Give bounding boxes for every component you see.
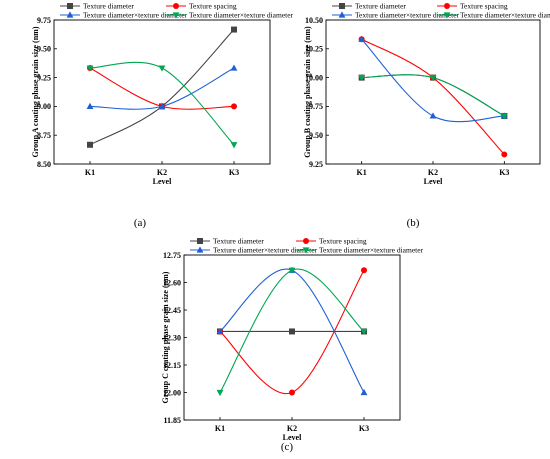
legend-label: Texture spacing	[319, 237, 367, 246]
x-tick-label: K2	[287, 424, 297, 433]
legend-marker	[172, 12, 180, 19]
data-point	[288, 267, 296, 274]
x-tick-label: K3	[359, 424, 369, 433]
chart-panel-2: 9.25 9.50 9.75 10.00 10.25 10.50 K1 K2 K3 Level Gr…	[303, 2, 550, 229]
data-point	[86, 65, 94, 72]
data-point	[500, 113, 508, 120]
y-tick-label: 10.50	[305, 16, 323, 25]
x-axis-title: Level	[424, 177, 443, 186]
panel-label: (a)	[134, 217, 147, 229]
y-axis-title: Group A coating phase grain size (nm)	[31, 26, 40, 157]
data-point	[230, 142, 238, 149]
y-tick-label: 9.25	[37, 73, 51, 82]
y-tick-label: 12.45	[163, 306, 181, 315]
legend-marker	[173, 3, 179, 9]
y-axis-title: Group C coating phase grain size (nm)	[161, 271, 170, 403]
data-point	[429, 75, 437, 82]
data-point	[158, 102, 166, 109]
y-tick-label: 9.50	[37, 45, 51, 54]
y-tick-label: 9.75	[309, 102, 323, 111]
legend-label: Texture diameter×texture diameter	[83, 11, 188, 20]
x-tick-label: K2	[428, 168, 438, 177]
y-tick-label: 12.00	[163, 388, 181, 397]
y-tick-label: 9.25	[309, 160, 323, 169]
legend-label: Texture diameter×texture diameter	[355, 11, 460, 20]
legend-marker	[196, 246, 204, 253]
y-tick-label: 9.75	[37, 16, 51, 25]
legend-marker	[338, 11, 346, 18]
data-point	[289, 328, 295, 335]
legend-label: Texture diameter×texture diameter	[319, 246, 424, 255]
data-point	[360, 388, 368, 396]
x-tick-label: K1	[357, 168, 367, 177]
chart-panel-1: 8.50 8.75 9.00 9.25 9.50 9.75 K1 K2 K3 Level Group…	[31, 2, 294, 229]
legend-label: Texture spacing	[460, 2, 508, 11]
y-tick-label: 12.75	[163, 251, 181, 260]
x-tick-label: K3	[229, 168, 239, 177]
panel-label: (c)	[281, 441, 294, 453]
series-line	[89, 29, 235, 146]
data-point	[231, 103, 237, 110]
data-point	[158, 65, 166, 72]
legend-marker	[302, 247, 310, 254]
y-tick-label: 10.25	[305, 45, 323, 54]
legend-label: Texture diameter	[83, 2, 134, 11]
data-point	[230, 64, 238, 71]
legend-label: Texture diameter×texture diameter	[213, 246, 318, 255]
y-tick-label: 8.50	[37, 160, 51, 169]
data-point	[429, 112, 437, 119]
x-tick-label: K1	[85, 168, 95, 177]
legend-marker	[66, 11, 74, 18]
legend-label: Texture diameter	[355, 2, 406, 11]
data-point	[358, 35, 366, 42]
y-tick-label: 8.75	[37, 131, 51, 140]
plot-frame	[53, 19, 271, 165]
legend-marker	[303, 238, 309, 244]
y-tick-label: 10.00	[305, 73, 323, 82]
y-tick-label: 12.60	[163, 278, 181, 287]
data-point	[501, 151, 508, 158]
legend-marker	[443, 12, 451, 19]
legend-marker	[67, 3, 73, 9]
data-point	[87, 141, 93, 148]
legend-marker	[197, 238, 203, 244]
legend-marker	[339, 3, 345, 9]
data-point	[231, 26, 237, 33]
y-tick-label: 9.50	[309, 131, 323, 140]
legend-label: Texture diameter×texture diameter	[189, 11, 294, 20]
chart-panel-3: 11.85 12.00 12.15 12.30 12.45 12.60 12.75 K1 K2 K…	[161, 237, 424, 453]
x-axis-title: Level	[283, 433, 302, 442]
y-tick-label: 9.00	[37, 102, 51, 111]
legend-label: Texture spacing	[189, 2, 237, 11]
data-point	[86, 102, 94, 109]
panel-label: (b)	[407, 217, 420, 229]
series-line	[361, 38, 505, 155]
data-point	[289, 389, 295, 396]
data-point	[216, 389, 224, 397]
y-tick-label: 12.15	[163, 361, 181, 370]
y-axis-title: Group B coating phase grain size (nm)	[303, 26, 312, 158]
x-tick-label: K1	[215, 424, 225, 433]
x-tick-label: K2	[157, 168, 167, 177]
plot-frame	[325, 19, 541, 165]
y-tick-label: 12.30	[163, 333, 181, 342]
legend-label: Texture diameter	[213, 237, 264, 246]
x-axis-title: Level	[153, 177, 172, 186]
legend-label: Texture diameter×texture diameter	[460, 11, 550, 20]
y-tick-label: 11.85	[163, 416, 181, 425]
data-point	[358, 75, 366, 82]
legend-marker	[444, 3, 450, 9]
x-tick-label: K3	[499, 168, 509, 177]
data-point	[361, 267, 367, 274]
data-point	[216, 327, 224, 335]
data-point	[360, 328, 368, 336]
